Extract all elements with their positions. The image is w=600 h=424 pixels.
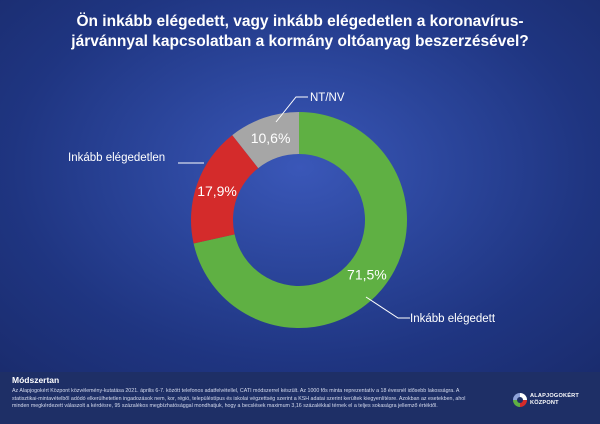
methodology-panel: Módszertan Az Alapjogokért Központ közvé… — [0, 372, 600, 424]
page-title: Ön inkább elégedett, vagy inkább elégede… — [71, 13, 529, 50]
logo-line-2: KÖZPONT — [530, 400, 559, 406]
donut-chart: 71,5% Inkább elégedett 17,9% Inkább elégede… — [68, 92, 496, 329]
methodology-text: Az Alapjogokért Központ közvélemény-kuta… — [12, 388, 466, 410]
slice-category-label: Inkább elégedetlen — [68, 152, 165, 164]
leader-line — [365, 296, 410, 319]
logo-text: ALAPJOGOKÉRT KÖZPONT — [530, 393, 579, 407]
leader-line — [275, 96, 308, 123]
slice-value-label: 10,6% — [251, 130, 291, 146]
slice-category-label: NT/NV — [310, 92, 345, 104]
donut-slice — [193, 112, 407, 329]
donut-slice — [191, 135, 259, 244]
logo: ALAPJOGOKÉRT KÖZPONT — [512, 390, 592, 420]
logo-line-1: ALAPJOGOKÉRT — [530, 393, 580, 399]
slice-value-label: 71,5% — [347, 266, 387, 282]
donut-slice — [232, 112, 299, 169]
slice-value-label: 17,9% — [197, 183, 237, 199]
logo-mark-icon — [513, 393, 527, 407]
slice-category-label: Inkább elégedett — [410, 313, 496, 325]
methodology-heading: Módszertan — [12, 375, 60, 385]
